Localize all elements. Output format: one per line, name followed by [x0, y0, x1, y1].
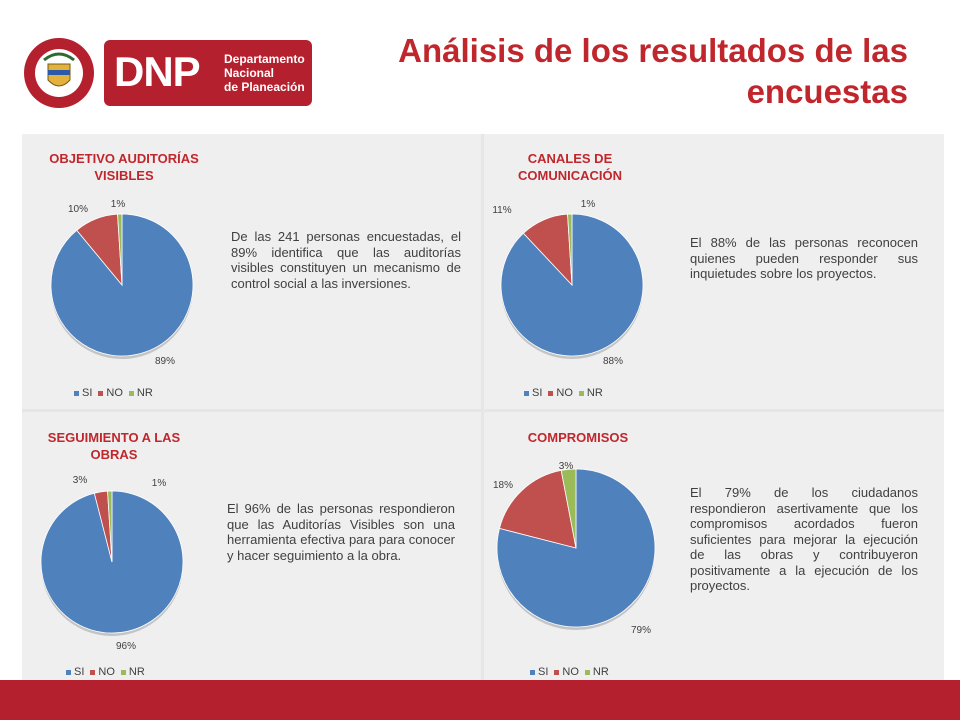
data-label-nr: 1% [111, 199, 126, 210]
chart-legend: SI NO NR [530, 666, 609, 678]
legend-swatch [128, 390, 134, 396]
page-title: Análisis de los resultados de las encues… [398, 32, 908, 110]
data-label-no: 11% [492, 205, 511, 216]
pie-slice-no [498, 469, 577, 549]
legend-item: NO [90, 666, 115, 678]
pie-slice-nr [107, 490, 113, 563]
legend-item: SI [524, 387, 542, 399]
legend-swatch [584, 669, 590, 675]
dnp-letters: DNP [114, 48, 201, 95]
pie-chart: 79% 18% 3% [493, 461, 656, 636]
pie-chart: 96% 3% 1% [40, 475, 184, 652]
chart-title: COMPROMISOS [527, 430, 629, 445]
chart-title: CANALES DE COMUNICACIÓN [518, 151, 622, 183]
legend-item: SI [66, 666, 84, 678]
data-label-nr: 1% [581, 199, 596, 210]
legend-swatch [554, 669, 560, 675]
legend-swatch [66, 669, 71, 675]
data-label-si: 89% [155, 356, 175, 367]
footer-bar [0, 680, 960, 720]
legend-swatch [530, 669, 535, 675]
pie-slice-nr [567, 213, 573, 286]
data-label-si: 96% [116, 641, 136, 652]
legend-swatch [90, 669, 96, 675]
legend-swatch [524, 390, 529, 396]
panel-description: De las 241 personas encuestadas, el 89% … [231, 229, 461, 291]
colombia-seal-icon [24, 38, 94, 108]
panel-description: El 79% de los ciudadanos respondieron as… [690, 485, 918, 593]
legend-item: NR [128, 387, 153, 399]
legend-swatch [98, 390, 104, 396]
data-label-si: 79% [631, 625, 651, 636]
data-label-no: 3% [73, 475, 88, 486]
legend-item: NO [98, 387, 123, 399]
chart-legend: SI NO NR [74, 387, 153, 399]
data-label-nr: 3% [559, 461, 574, 472]
data-label-si: 88% [603, 356, 623, 367]
panel-description: El 96% de las personas respondieron que … [227, 501, 455, 563]
dnp-wordmark: DNP Departamento Nacional de Planeación [104, 40, 312, 106]
legend-item: NR [578, 387, 603, 399]
pie-slice-nr [117, 213, 123, 286]
chart-legend: SI NO NR [524, 387, 603, 399]
chart-title: SEGUIMIENTO A LAS OBRAS [47, 430, 181, 462]
data-label-no: 18% [493, 480, 513, 491]
pie-slice-nr [560, 468, 577, 549]
dnp-logo: DNP Departamento Nacional de Planeación [22, 36, 312, 110]
legend-swatch [74, 390, 79, 396]
panel-description: El 88% de las personas reconocen quienes… [690, 235, 918, 281]
legend-item: NO [554, 666, 579, 678]
legend-swatch [548, 390, 554, 396]
legend-item: SI [74, 387, 92, 399]
pie-chart: 89% 10% 1% [50, 199, 194, 367]
legend-swatch [120, 669, 126, 675]
legend-item: NO [548, 387, 573, 399]
legend-item: SI [530, 666, 548, 678]
data-label-nr: 1% [152, 478, 167, 489]
legend-item: NR [584, 666, 609, 678]
dnp-subtitle: Departamento Nacional de Planeación [224, 52, 305, 94]
chart-legend: SI NO NR [66, 666, 145, 678]
chart-title: OBJETIVO AUDITORÍAS VISIBLES [49, 151, 199, 183]
data-label-no: 10% [68, 204, 88, 215]
legend-swatch [578, 390, 584, 396]
legend-item: NR [120, 666, 145, 678]
pie-chart: 88% 11% 1% [492, 199, 644, 367]
